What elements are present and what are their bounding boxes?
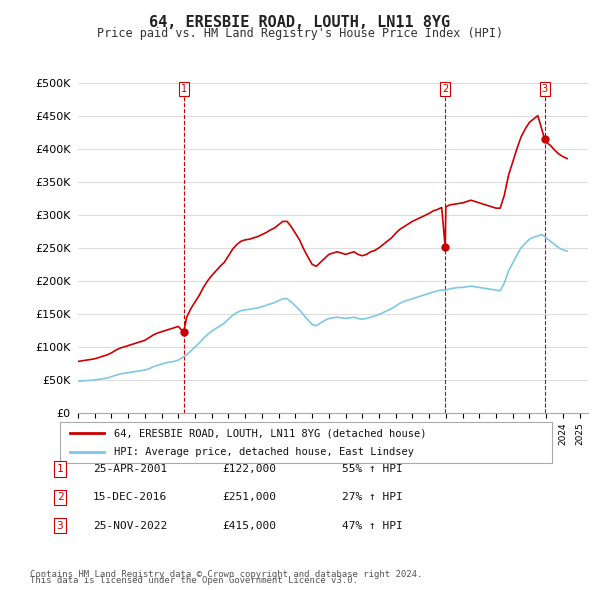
Text: 55% ↑ HPI: 55% ↑ HPI xyxy=(342,464,403,474)
Text: 47% ↑ HPI: 47% ↑ HPI xyxy=(342,521,403,530)
Text: 15-DEC-2016: 15-DEC-2016 xyxy=(93,493,167,502)
Text: HPI: Average price, detached house, East Lindsey: HPI: Average price, detached house, East… xyxy=(114,447,414,457)
Text: Price paid vs. HM Land Registry's House Price Index (HPI): Price paid vs. HM Land Registry's House … xyxy=(97,27,503,40)
Text: Contains HM Land Registry data © Crown copyright and database right 2024.: Contains HM Land Registry data © Crown c… xyxy=(30,571,422,579)
Text: 2: 2 xyxy=(442,84,448,94)
Text: 3: 3 xyxy=(541,84,548,94)
Text: 64, ERESBIE ROAD, LOUTH, LN11 8YG (detached house): 64, ERESBIE ROAD, LOUTH, LN11 8YG (detac… xyxy=(114,428,427,438)
Text: 1: 1 xyxy=(56,464,64,474)
Text: 25-NOV-2022: 25-NOV-2022 xyxy=(93,521,167,530)
Text: This data is licensed under the Open Government Licence v3.0.: This data is licensed under the Open Gov… xyxy=(30,576,358,585)
Text: 27% ↑ HPI: 27% ↑ HPI xyxy=(342,493,403,502)
Text: £251,000: £251,000 xyxy=(222,493,276,502)
Text: 3: 3 xyxy=(56,521,64,530)
Text: 64, ERESBIE ROAD, LOUTH, LN11 8YG: 64, ERESBIE ROAD, LOUTH, LN11 8YG xyxy=(149,15,451,30)
Text: 1: 1 xyxy=(181,84,187,94)
Text: 25-APR-2001: 25-APR-2001 xyxy=(93,464,167,474)
Text: £122,000: £122,000 xyxy=(222,464,276,474)
Text: 2: 2 xyxy=(56,493,64,502)
Text: £415,000: £415,000 xyxy=(222,521,276,530)
